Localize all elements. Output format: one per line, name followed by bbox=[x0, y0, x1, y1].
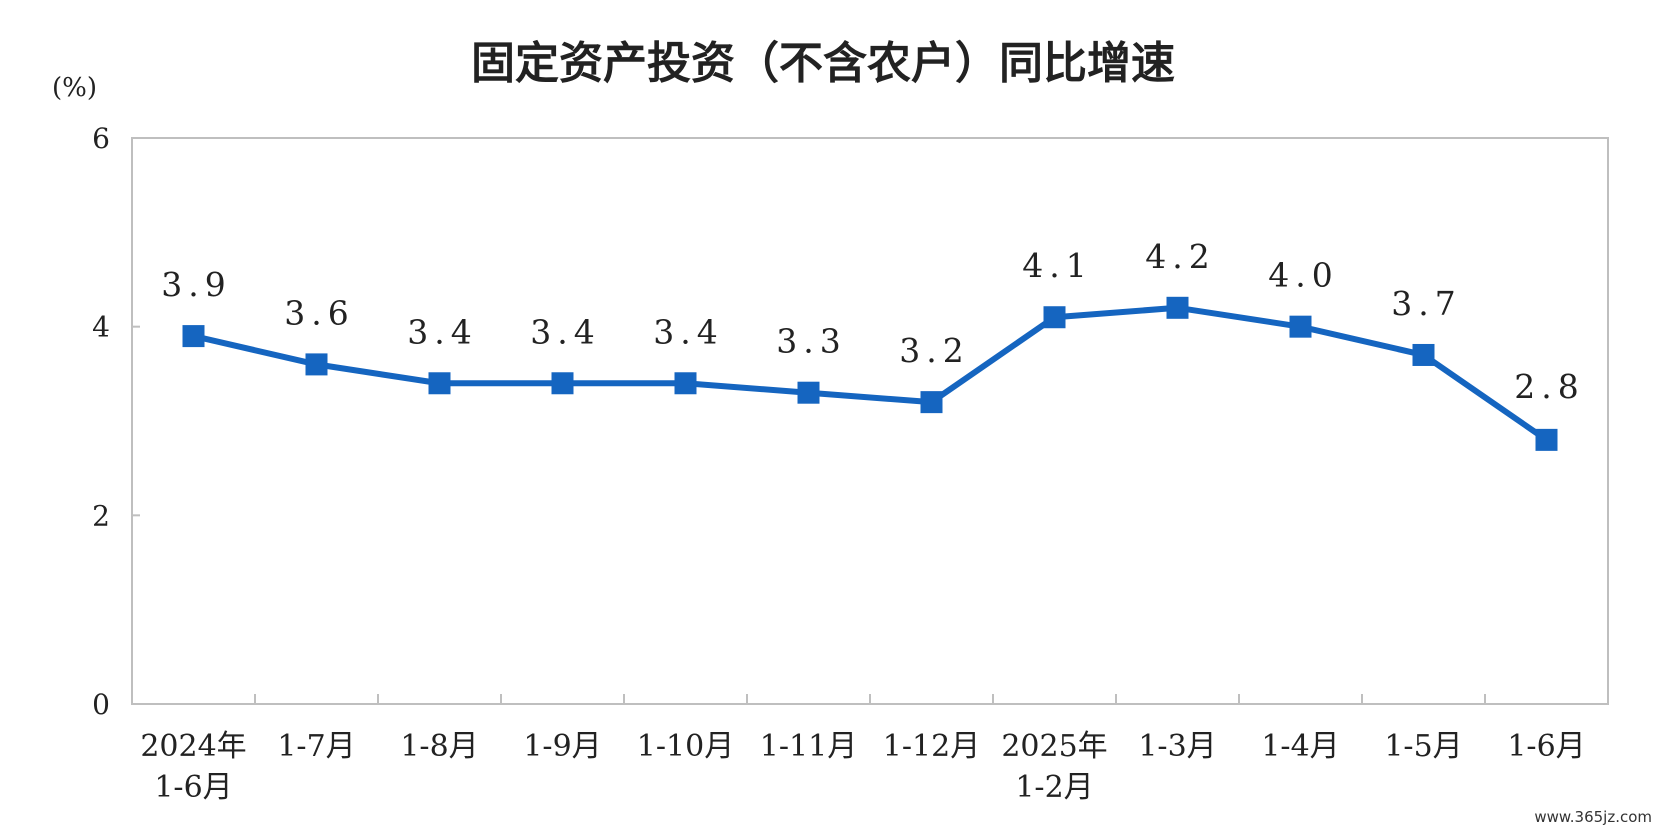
data-label: 3.4 bbox=[407, 312, 477, 351]
x-tick-label: 1-5月 bbox=[1384, 729, 1462, 764]
data-point-marker bbox=[551, 372, 574, 395]
x-tick-label: 1-6月 bbox=[1507, 729, 1585, 764]
watermark-text: www.365jz.com bbox=[1534, 808, 1652, 826]
data-point-marker bbox=[797, 381, 820, 404]
x-tick-label: 1-8月 bbox=[400, 729, 478, 764]
data-label: 4.2 bbox=[1145, 237, 1215, 276]
y-tick-label: 0 bbox=[92, 688, 110, 721]
plot-area-frame bbox=[131, 137, 1609, 705]
data-point-marker bbox=[305, 353, 328, 376]
data-point-marker bbox=[1535, 428, 1558, 451]
data-label: 3.3 bbox=[776, 322, 846, 361]
data-point-marker bbox=[1289, 315, 1312, 338]
y-tick-label: 2 bbox=[92, 499, 110, 532]
data-point-marker bbox=[1166, 296, 1189, 319]
data-point-marker bbox=[674, 372, 697, 395]
data-point-marker bbox=[920, 391, 943, 414]
chart-title: 固定资产投资（不含农户）同比增速 bbox=[471, 38, 1175, 89]
y-tick-label: 6 bbox=[92, 122, 110, 155]
y-axis: 0 2 4 6 bbox=[92, 122, 140, 721]
data-label: 2.8 bbox=[1514, 367, 1584, 406]
data-label: 3.2 bbox=[899, 331, 969, 370]
series-layer: 3.9 3.6 3.4 3.4 3.4 3.3 3.2 4.1 4.2 4.0 3.7 2.8 bbox=[161, 237, 1584, 451]
data-point-marker bbox=[1412, 343, 1435, 366]
y-tick-label: 4 bbox=[92, 311, 110, 344]
data-label: 3.9 bbox=[161, 265, 231, 304]
data-label: 3.7 bbox=[1391, 284, 1461, 323]
x-tick-label: 2025年 bbox=[1001, 729, 1107, 764]
x-tick-label: 1-9月 bbox=[523, 729, 601, 764]
x-axis: 2024年 1-6月 1-7月 1-8月 1-9月 1-10月 1-11月 1-12月 2025… bbox=[140, 694, 1586, 805]
x-tick-label: 1-2月 bbox=[1015, 770, 1093, 805]
x-tick-label: 1-10月 bbox=[637, 729, 734, 764]
data-label: 3.6 bbox=[284, 293, 354, 332]
data-point-marker bbox=[428, 372, 451, 395]
x-tick-label: 1-7月 bbox=[277, 729, 355, 764]
x-tick-label: 1-4月 bbox=[1261, 729, 1339, 764]
y-axis-unit-label: (%) bbox=[52, 73, 97, 103]
x-tick-label: 1-11月 bbox=[760, 729, 857, 764]
series-line bbox=[192, 304, 1549, 443]
data-label: 4.0 bbox=[1268, 256, 1338, 295]
data-label: 4.1 bbox=[1022, 246, 1092, 285]
x-tick-label: 2024年 bbox=[140, 729, 246, 764]
x-tick-label: 1-12月 bbox=[883, 729, 980, 764]
data-point-marker bbox=[182, 325, 205, 348]
x-tick-label: 1-6月 bbox=[154, 770, 232, 805]
x-tick-label: 1-3月 bbox=[1138, 729, 1216, 764]
data-label: 3.4 bbox=[530, 312, 600, 351]
data-label: 3.4 bbox=[653, 312, 723, 351]
data-point-marker bbox=[1043, 306, 1066, 329]
